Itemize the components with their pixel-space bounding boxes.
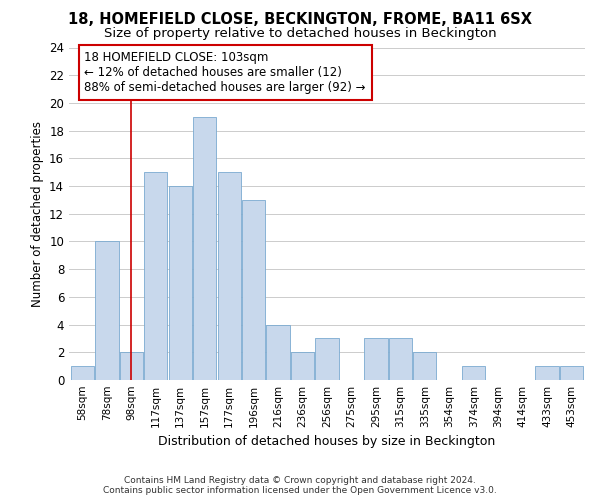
- Bar: [169, 186, 192, 380]
- Text: Contains HM Land Registry data © Crown copyright and database right 2024.
Contai: Contains HM Land Registry data © Crown c…: [103, 476, 497, 495]
- Bar: [266, 324, 290, 380]
- Bar: [291, 352, 314, 380]
- Bar: [95, 242, 119, 380]
- Bar: [120, 352, 143, 380]
- Bar: [560, 366, 583, 380]
- Y-axis label: Number of detached properties: Number of detached properties: [31, 120, 44, 306]
- Bar: [389, 338, 412, 380]
- Bar: [413, 352, 436, 380]
- Text: 18, HOMEFIELD CLOSE, BECKINGTON, FROME, BA11 6SX: 18, HOMEFIELD CLOSE, BECKINGTON, FROME, …: [68, 12, 532, 28]
- X-axis label: Distribution of detached houses by size in Beckington: Distribution of detached houses by size …: [158, 436, 496, 448]
- Text: Size of property relative to detached houses in Beckington: Size of property relative to detached ho…: [104, 28, 496, 40]
- Bar: [193, 117, 217, 380]
- Bar: [71, 366, 94, 380]
- Bar: [242, 200, 265, 380]
- Bar: [218, 172, 241, 380]
- Bar: [535, 366, 559, 380]
- Text: 18 HOMEFIELD CLOSE: 103sqm
← 12% of detached houses are smaller (12)
88% of semi: 18 HOMEFIELD CLOSE: 103sqm ← 12% of deta…: [85, 51, 366, 94]
- Bar: [462, 366, 485, 380]
- Bar: [316, 338, 338, 380]
- Bar: [144, 172, 167, 380]
- Bar: [364, 338, 388, 380]
